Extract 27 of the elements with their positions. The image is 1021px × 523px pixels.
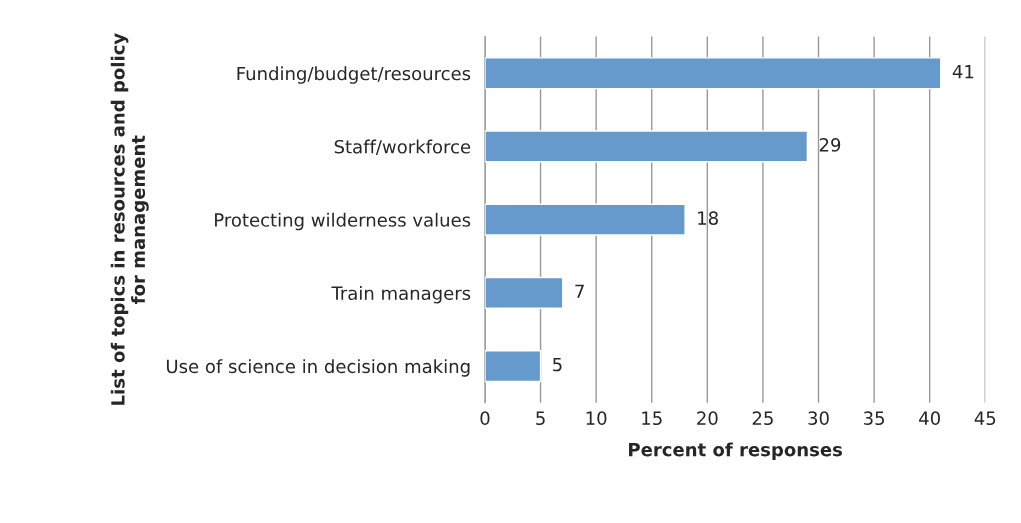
y-tick-label: Protecting wilderness values — [215, 212, 471, 231]
bar — [484, 203, 686, 236]
bar — [484, 57, 942, 90]
x-axis-title: Percent of responses — [629, 442, 842, 460]
x-tick-label: 45 — [974, 411, 996, 426]
y-tick-label: Staff/workforce — [334, 139, 471, 155]
y-tick-label: Use of science in decision making — [166, 359, 470, 377]
data-label: 29 — [819, 138, 841, 152]
x-tick-label: 5 — [536, 411, 545, 426]
x-tick-label: 40 — [919, 411, 940, 426]
data-label: 5 — [553, 357, 562, 372]
bar — [484, 276, 564, 309]
x-tick-label: 25 — [752, 411, 773, 426]
x-tick-label: 35 — [863, 411, 884, 426]
x-tick-label: 30 — [808, 411, 829, 426]
bar — [484, 130, 809, 163]
y-tick-label: Train managers — [331, 286, 471, 304]
x-tick-label: 0 — [480, 411, 490, 426]
x-tick-label: 10 — [586, 411, 607, 426]
bar — [484, 350, 542, 383]
x-tick-label: 15 — [642, 411, 662, 426]
data-label: 41 — [952, 65, 974, 79]
x-tick-label: 20 — [697, 411, 718, 426]
data-label: 7 — [575, 284, 584, 298]
y-tick-label: Funding/budget/resources — [237, 66, 471, 84]
y-axis-title: List of topics in resources and policy for management — [110, 33, 149, 405]
data-label: 18 — [698, 211, 718, 225]
